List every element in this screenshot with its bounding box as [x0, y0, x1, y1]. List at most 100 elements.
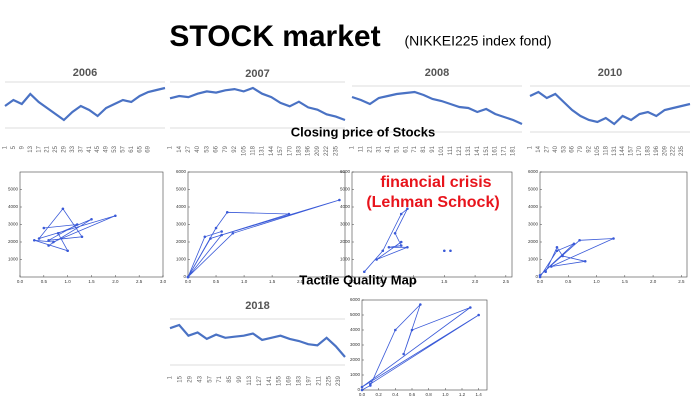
point: [42, 226, 46, 230]
quality-path: [187, 199, 340, 278]
x-tick-label: 0.5: [41, 279, 48, 284]
point: [402, 352, 405, 356]
point: [56, 231, 60, 235]
point: [47, 244, 50, 247]
x-tick-label: 209: [315, 145, 321, 156]
x-tick-label: 1: [3, 145, 9, 149]
x-tick-label: 157: [629, 145, 635, 156]
point: [578, 238, 581, 242]
x-tick-label: 29: [187, 375, 193, 382]
x-tick-label: 66: [570, 145, 576, 152]
x-tick-label: 196: [654, 145, 660, 156]
x-tick-label: 1.0: [593, 279, 600, 284]
point: [47, 238, 50, 242]
chart-title: 2006: [73, 67, 97, 79]
point: [61, 207, 65, 211]
point: [214, 226, 218, 230]
point: [469, 306, 472, 309]
x-tick-label: 0.0: [185, 279, 192, 284]
x-tick-label: 33: [70, 145, 76, 152]
x-tick-label: 3.0: [160, 279, 167, 284]
point: [399, 240, 403, 244]
x-tick-label: 85: [227, 375, 233, 382]
point: [572, 242, 576, 246]
plot-frame: [187, 171, 346, 278]
y-tick-label: 5000: [528, 187, 539, 192]
y-tick-label: 2000: [340, 239, 351, 244]
x-tick-label: 2.0: [297, 279, 304, 284]
point: [203, 235, 207, 239]
x-tick-label: 1.0: [410, 279, 417, 284]
x-tick-label: 170: [287, 145, 293, 156]
price-line: [529, 90, 691, 126]
x-tick-label: 118: [603, 145, 609, 155]
x-tick-label: 141: [475, 145, 481, 156]
x-tick-label: 31: [376, 145, 382, 152]
point: [80, 235, 84, 239]
x-tick-label: 66: [214, 145, 220, 152]
x-tick-label: 239: [336, 375, 342, 386]
point: [114, 214, 117, 218]
x-tick-label: 1.0: [65, 279, 72, 284]
x-tick-label: 2.0: [112, 279, 119, 284]
point: [561, 254, 564, 258]
annotation: (Lehman Schock): [366, 194, 499, 211]
point: [381, 249, 385, 253]
x-tick-label: 51: [394, 145, 400, 152]
point: [363, 270, 366, 274]
x-tick-label: 15: [177, 375, 183, 382]
point: [399, 244, 403, 247]
x-tick-label: 49: [104, 145, 110, 152]
point: [399, 212, 403, 216]
y-tick-label: 6000: [528, 169, 539, 174]
point: [443, 249, 446, 253]
chart-title: 2018: [245, 300, 269, 312]
point: [209, 237, 212, 240]
x-tick-label: 157: [278, 145, 284, 156]
x-tick-label: 235: [333, 145, 339, 156]
x-tick-label: 111: [448, 145, 454, 155]
point: [37, 237, 41, 240]
y-tick-label: 1000: [340, 257, 351, 262]
x-tick-label: 27: [544, 145, 550, 152]
x-tick-label: 27: [186, 145, 192, 152]
quality-path: [539, 238, 614, 278]
price-line: [4, 86, 166, 122]
x-tick-label: 196: [306, 145, 312, 156]
x-tick-label: 81: [421, 145, 427, 152]
point: [387, 245, 391, 249]
y-tick-label: 2000: [176, 239, 187, 244]
x-tick-label: 9: [19, 145, 25, 149]
point: [231, 231, 235, 235]
x-tick-label: 225: [326, 375, 332, 386]
x-tick-label: 209: [662, 145, 668, 156]
x-tick-label: 0.5: [380, 279, 387, 284]
quality-path: [363, 208, 408, 273]
point: [52, 240, 55, 244]
y-tick-label: 2000: [528, 239, 539, 244]
x-tick-label: 131: [466, 145, 472, 156]
quality-path: [361, 304, 479, 391]
x-tick-label: 0.0: [349, 279, 356, 284]
x-tick-label: 1: [168, 375, 174, 379]
y-tick-label: 4000: [340, 204, 351, 209]
y-tick-label: 3000: [176, 222, 187, 227]
point: [394, 328, 397, 332]
y-tick-label: 0: [535, 274, 538, 279]
x-tick-label: 79: [223, 145, 229, 152]
x-tick-label: 151: [484, 145, 490, 156]
x-tick-label: 40: [195, 145, 201, 152]
y-tick-label: 1000: [8, 257, 19, 262]
point: [220, 233, 223, 237]
x-tick-label: 53: [561, 145, 567, 152]
point: [375, 258, 378, 261]
plot-frame: [361, 299, 488, 391]
x-tick-label: 181: [511, 145, 517, 156]
point: [406, 207, 409, 211]
chart-title: 2010: [598, 67, 622, 79]
y-tick-label: 3000: [528, 222, 539, 227]
y-tick-label: 4000: [528, 204, 539, 209]
point: [33, 238, 36, 242]
point: [477, 313, 480, 317]
point: [186, 275, 190, 279]
